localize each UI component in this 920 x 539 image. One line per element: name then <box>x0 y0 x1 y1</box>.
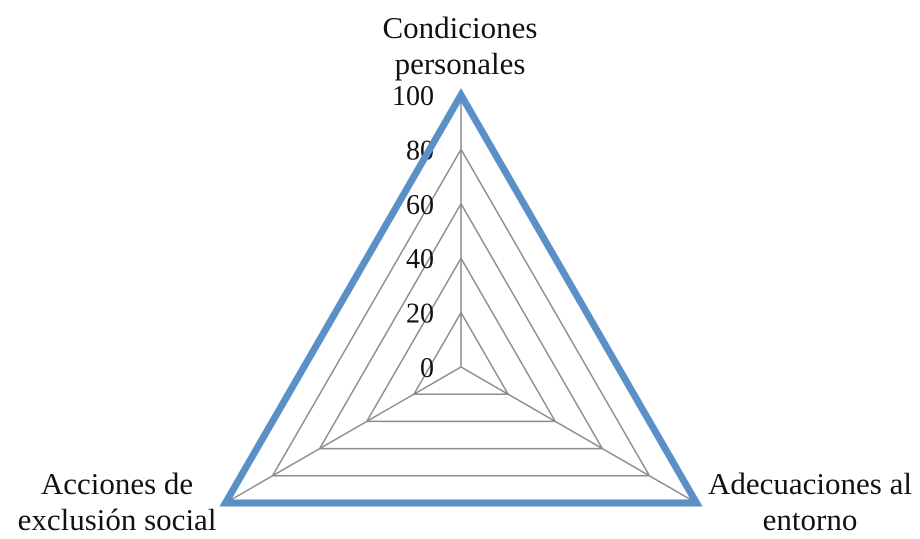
radar-grid-ring <box>318 202 604 450</box>
axis-label-bottom-right-line2: entorno <box>762 502 858 537</box>
axis-label-bottom-left: Acciones de exclusión social <box>0 466 234 538</box>
radar-grid-ring <box>412 311 510 395</box>
axis-label-bottom-right-line1: Adecuaciones al <box>708 466 912 501</box>
axis-label-bottom-left-line1: Acciones de <box>40 466 194 501</box>
radial-tick-label: 40 <box>406 244 434 275</box>
radar-grid <box>224 93 698 504</box>
radial-tick-label: 0 <box>420 353 434 384</box>
axis-label-top-line1: Condiciones <box>382 10 538 45</box>
radial-tick-label: 60 <box>406 190 434 221</box>
radial-tick-label: 100 <box>392 81 434 112</box>
axis-label-bottom-left-line2: exclusión social <box>17 502 217 537</box>
radar-grid-ring <box>271 147 651 477</box>
radar-series <box>219 87 703 507</box>
radar-spoke <box>225 366 462 504</box>
radar-grid-ring <box>365 256 557 423</box>
axis-label-top: Condiciones personales <box>360 10 560 82</box>
axis-label-bottom-right: Adecuaciones al entorno <box>700 466 920 538</box>
radar-spoke <box>460 366 697 504</box>
axis-label-top-line2: personales <box>394 46 526 81</box>
radial-tick-label: 20 <box>406 299 434 330</box>
radar-series-line <box>219 87 703 507</box>
